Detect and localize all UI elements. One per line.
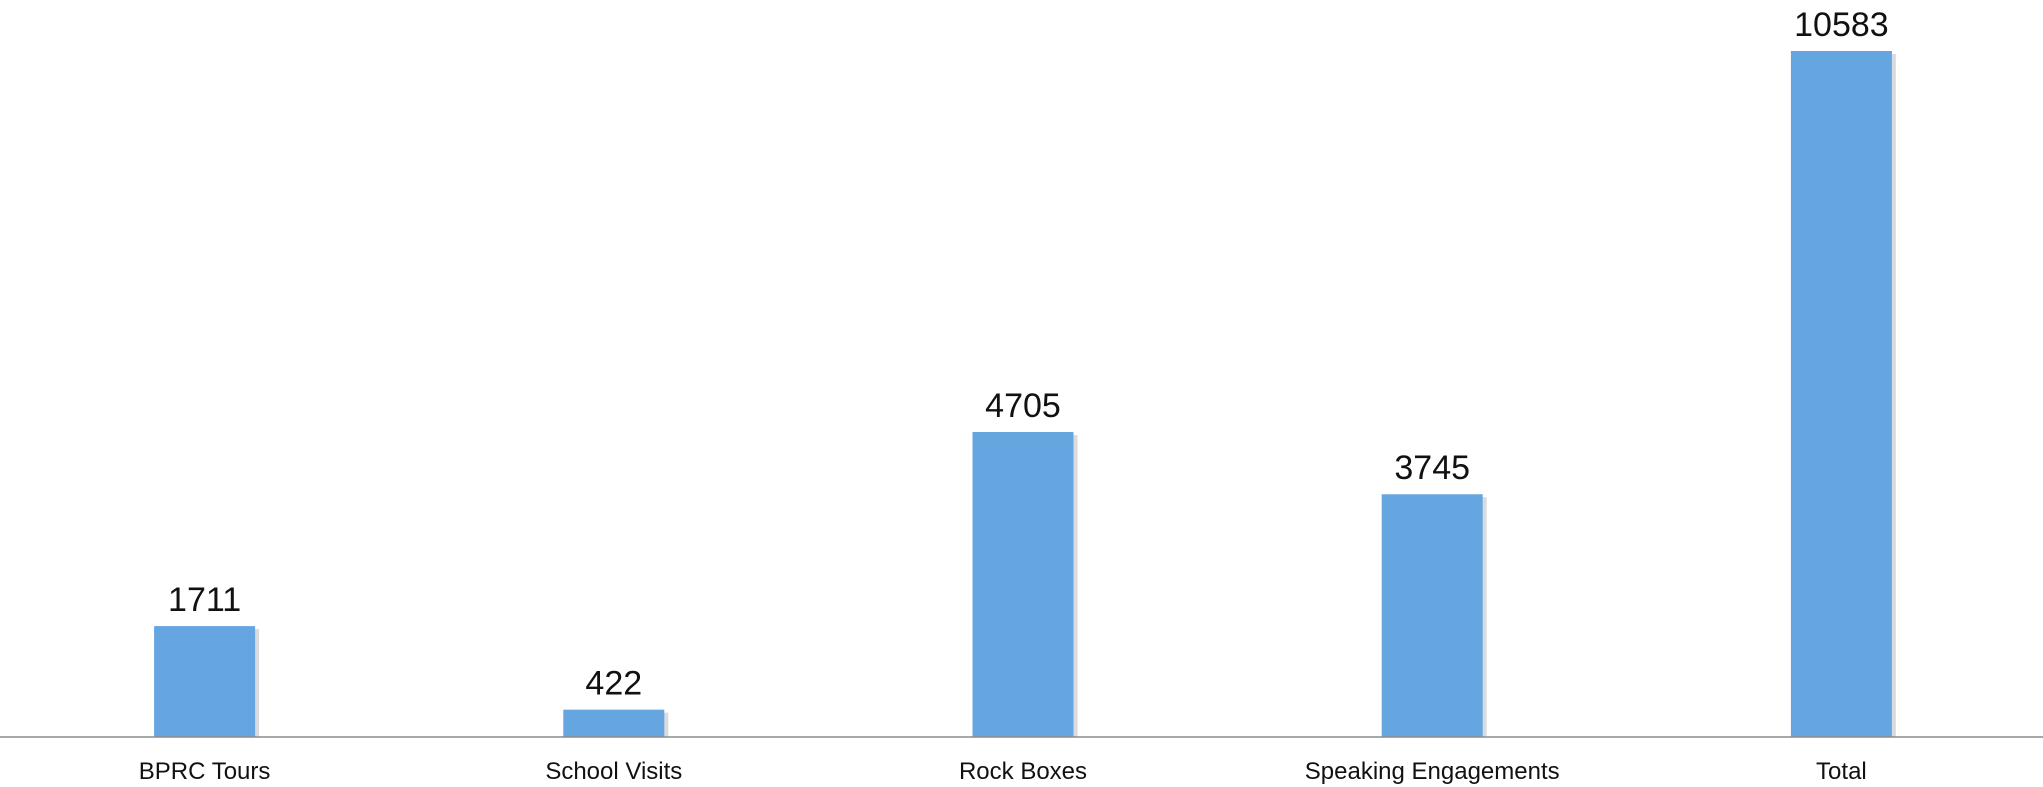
bar-rock-boxes	[972, 432, 1074, 737]
bar-total	[1790, 51, 1892, 737]
data-label: 10583	[1794, 6, 1889, 44]
bars-layer	[154, 51, 1896, 737]
data-label: 3745	[1394, 449, 1470, 487]
data-label: 422	[585, 665, 642, 703]
x-tick-label: Total	[1816, 758, 1867, 785]
data-label: 1711	[168, 581, 241, 619]
x-tick-label: Speaking Engagements	[1305, 758, 1560, 785]
bar-speaking-engagements	[1381, 494, 1483, 737]
bar-school-visits	[563, 709, 665, 737]
bar-bprc-tours	[154, 626, 256, 737]
labels-layer: 1711 422 4705 3745 10583	[168, 6, 1889, 703]
x-tick-label: BPRC Tours	[139, 758, 271, 785]
x-tick-label: Rock Boxes	[959, 758, 1087, 785]
data-label: 4705	[985, 387, 1061, 425]
x-tick-label: School Visits	[545, 758, 682, 785]
x-axis-tick-labels: BPRC Tours School Visits Rock Boxes Speakin…	[139, 758, 1867, 785]
